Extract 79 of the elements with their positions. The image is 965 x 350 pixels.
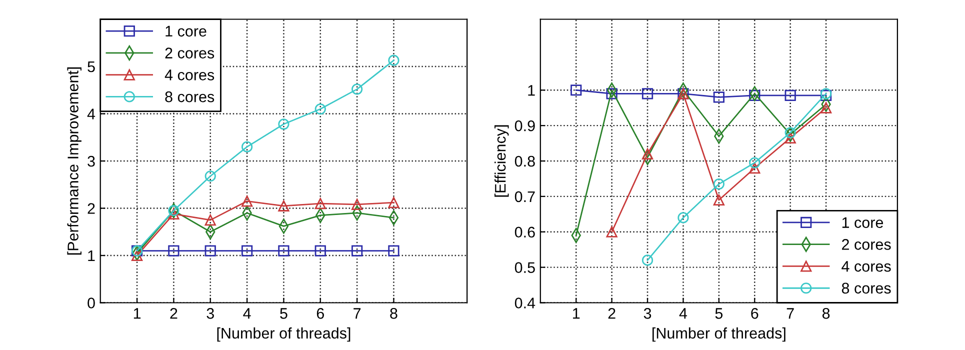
point <box>278 118 290 130</box>
point <box>388 245 400 256</box>
point <box>241 141 253 152</box>
y-tick-label: 0.4 <box>514 298 536 308</box>
point <box>131 250 143 262</box>
y-tick-label: 3 <box>88 156 95 167</box>
point <box>204 170 216 182</box>
point <box>642 88 654 100</box>
x-tick-label: 7 <box>354 308 361 319</box>
x-axis-title: [Number of threads] <box>217 327 350 342</box>
legend-label: 2 cores <box>165 48 214 58</box>
point <box>388 197 400 208</box>
x-axis-title: [Number of threads] <box>652 327 786 342</box>
x-tick-label: 3 <box>644 308 652 319</box>
point <box>168 245 180 256</box>
point <box>713 178 724 190</box>
legend-label: 8 cores <box>165 91 214 102</box>
point <box>204 214 216 226</box>
point <box>314 198 326 210</box>
x-tick-label: 6 <box>751 308 758 319</box>
x-tick-label: 4 <box>243 308 251 319</box>
x-tick-label: 1 <box>134 308 141 319</box>
point <box>241 196 253 207</box>
point <box>784 132 796 144</box>
x-tick-label: 3 <box>206 308 214 319</box>
point <box>713 92 724 103</box>
point <box>314 103 326 115</box>
point <box>642 254 654 266</box>
point <box>570 84 582 96</box>
x-tick-label: 2 <box>170 308 178 319</box>
point <box>351 198 363 210</box>
point <box>642 148 654 160</box>
legend-label: 4 cores <box>842 261 891 272</box>
y-tick-label: 4 <box>87 108 96 120</box>
x-tick-label: 4 <box>679 308 688 319</box>
y-tick-label: 1 <box>528 85 535 96</box>
point <box>713 194 724 206</box>
legend-label: 2 cores <box>842 239 891 250</box>
legend-label: 1 core <box>842 217 884 228</box>
x-tick-label: 7 <box>786 308 794 319</box>
y-tick-label: 1 <box>88 250 95 262</box>
point <box>278 200 290 212</box>
point <box>606 226 618 238</box>
point <box>204 245 216 256</box>
y-tick-label: 0.8 <box>514 156 535 167</box>
point <box>784 90 796 101</box>
point <box>351 84 363 95</box>
point <box>314 245 326 256</box>
point <box>678 212 689 224</box>
x-tick-label: 1 <box>573 308 580 319</box>
y-tick-label: 0.9 <box>514 120 535 132</box>
point <box>820 102 832 114</box>
legend-label: 4 cores <box>164 70 214 80</box>
y-axis-title: [Performance Improvement] <box>67 67 82 255</box>
x-tick-label: 8 <box>390 308 398 319</box>
y-tick-label: 0.5 <box>514 262 535 273</box>
point <box>168 208 180 220</box>
y-axis-title: [Efficiency] <box>494 125 509 197</box>
point <box>749 162 760 174</box>
x-tick-label: 2 <box>608 308 616 319</box>
y-tick-label: 0.6 <box>514 226 535 238</box>
point <box>278 245 290 256</box>
point <box>749 90 760 101</box>
x-tick-label: 5 <box>280 308 288 319</box>
y-tick-label: 2 <box>88 203 95 214</box>
y-tick-label: 0.7 <box>514 191 535 202</box>
point <box>241 245 253 256</box>
point <box>749 157 760 168</box>
x-tick-label: 8 <box>822 308 830 319</box>
legend-label: 1 core <box>166 26 206 37</box>
y-tick-label: 5 <box>88 62 95 72</box>
point <box>784 127 796 138</box>
point <box>351 245 363 256</box>
y-tick-label: 0 <box>88 298 95 308</box>
legend-label: 8 cores <box>842 282 891 294</box>
x-tick-label: 5 <box>715 308 723 319</box>
point <box>606 88 618 100</box>
x-tick-label: 6 <box>316 308 324 319</box>
point <box>388 54 400 66</box>
